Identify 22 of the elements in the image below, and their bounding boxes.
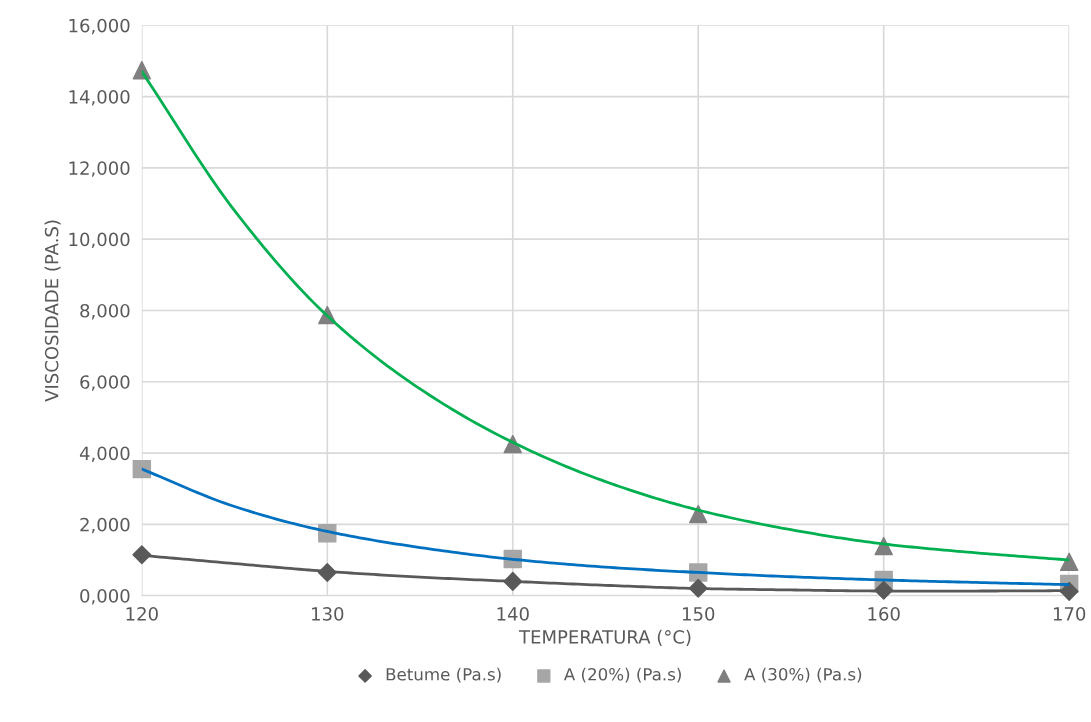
y-tick-label: 2,000 [80, 517, 130, 534]
x-tick-label: 170 [1053, 607, 1086, 621]
y-axis-title: VISCOSIDADE (PA.S) [44, 220, 61, 402]
y-tick-label: 16,000 [69, 18, 130, 35]
legend-label: A (20%) (Pa.s) [563, 667, 681, 683]
y-tick-label: 12,000 [69, 161, 130, 177]
y-tick-label: 6,000 [80, 375, 130, 391]
x-tick-label: 150 [682, 607, 715, 621]
y-tick-label: 14,000 [69, 90, 130, 106]
y-tick-label: 0,000 [80, 589, 130, 605]
x-tick-label: 140 [497, 607, 529, 621]
y-tick-label: 10,000 [69, 232, 130, 249]
y-tick-label: 8,000 [80, 303, 130, 320]
point [1059, 552, 1079, 571]
legend-label: Betume (Pa.s) [386, 667, 501, 683]
x-tick-label: 160 [868, 607, 900, 621]
y-tick-label: 4,000 [79, 446, 130, 463]
x-tick-label: 120 [126, 607, 158, 621]
x-axis-title: TEMPERATURA (°C) [518, 629, 691, 646]
point [689, 504, 708, 524]
legend-label: A (30%) (Pa.s) [744, 667, 862, 683]
x-tick-label: 130 [312, 607, 344, 621]
